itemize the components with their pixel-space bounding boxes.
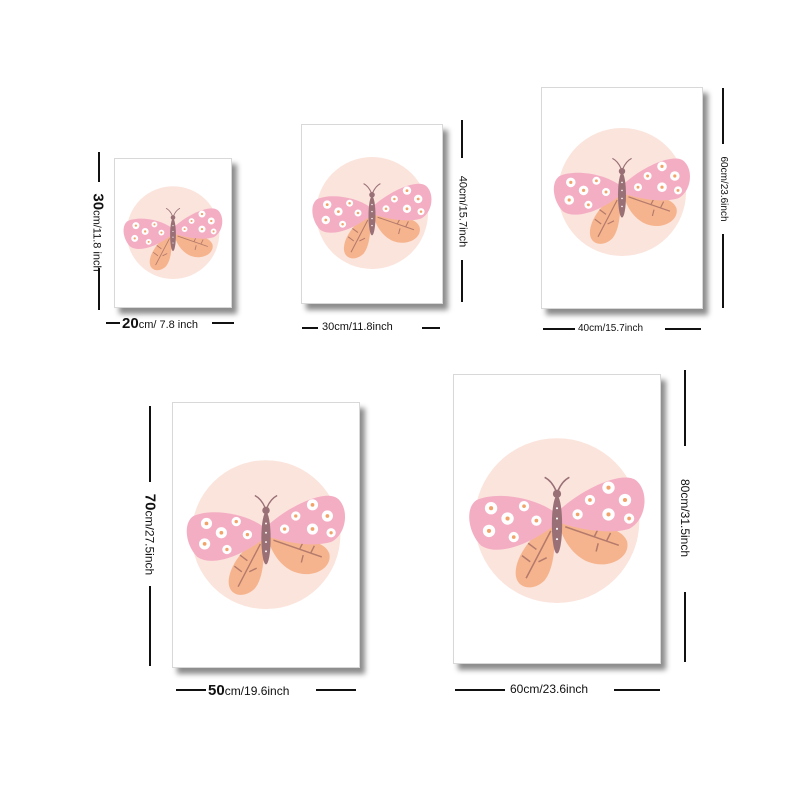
width-label-20x30: 20cm/ 7.8 inch	[122, 315, 198, 332]
height-label-40x60: 60cm/23.6inch	[718, 156, 729, 222]
width-line-right	[422, 327, 440, 329]
width-label-50x70: 50cm/19.6inch	[208, 682, 290, 699]
height-label-30x40: 40cm/15.7inch	[456, 175, 469, 248]
height-label-60x80: 80cm/31.5inch	[678, 478, 692, 558]
height-label-20x30: 30cm/11.8 inch	[89, 193, 107, 272]
height-line-bottom	[98, 268, 100, 310]
width-line-left	[455, 689, 505, 691]
height-line-bottom	[722, 234, 724, 308]
poster-20x30	[114, 158, 232, 308]
poster-60x80	[453, 374, 661, 664]
height-line-bottom	[684, 592, 686, 662]
butterfly-art	[186, 459, 346, 610]
width-label-60x80: 60cm/23.6inch	[510, 682, 589, 696]
poster-40x60	[541, 87, 703, 309]
height-line-top	[461, 120, 463, 158]
width-line-left	[543, 328, 575, 330]
width-line-right	[316, 689, 356, 691]
butterfly-art	[311, 156, 433, 270]
width-line-right	[212, 322, 234, 324]
height-line-top	[98, 152, 100, 182]
poster-50x70	[172, 402, 360, 668]
width-label-40x60: 40cm/15.7inch	[578, 323, 644, 334]
width-line-left	[176, 689, 206, 691]
butterfly-art	[468, 437, 646, 604]
height-line-bottom	[461, 260, 463, 302]
butterfly-art	[553, 127, 691, 257]
width-line-left	[106, 322, 120, 324]
height-label-50x70: 70cm/27.5inch	[141, 493, 159, 576]
width-line-left	[302, 327, 318, 329]
width-line-right	[614, 689, 660, 691]
butterfly-art	[123, 185, 223, 280]
height-line-top	[722, 88, 724, 144]
height-line-bottom	[149, 586, 151, 666]
width-line-right	[665, 328, 701, 330]
poster-30x40	[301, 124, 443, 304]
width-label-30x40: 30cm/11.8inch	[322, 321, 393, 333]
height-line-top	[684, 370, 686, 446]
height-line-top	[149, 406, 151, 482]
